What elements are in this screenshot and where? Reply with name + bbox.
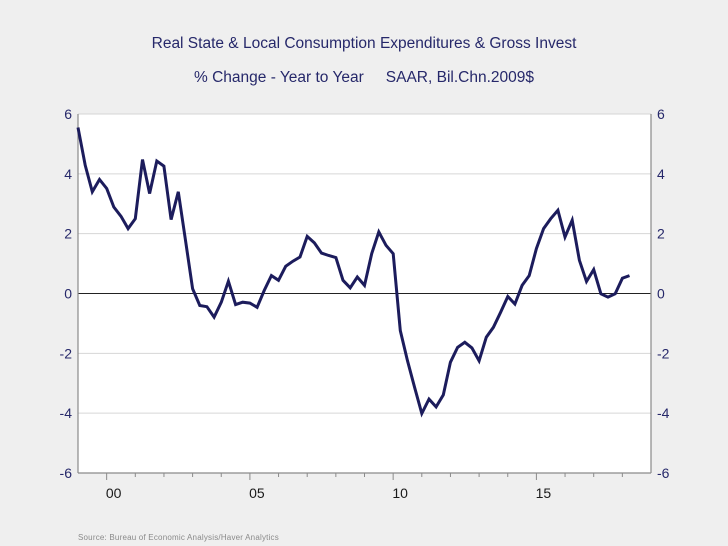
x-tick-label: 15: [536, 485, 552, 501]
y-tick-label-left: 4: [64, 166, 72, 182]
y-tick-label-left: 6: [64, 106, 72, 122]
y-tick-label-right: -4: [657, 405, 670, 421]
y-tick-label-left: 0: [64, 286, 72, 302]
y-tick-label-right: -2: [657, 345, 670, 361]
y-tick-label-right: 2: [657, 226, 665, 242]
series-line: [76, 127, 631, 418]
y-tick-label-left: -6: [60, 465, 73, 481]
source-note: Source: Bureau of Economic Analysis/Have…: [78, 533, 279, 542]
x-axis-ticks: [106, 473, 623, 480]
y-tick-label-right: -6: [657, 465, 670, 481]
y-tick-label-right: 4: [657, 166, 665, 182]
y-tick-label-right: 0: [657, 286, 665, 302]
y-tick-label-left: 2: [64, 226, 72, 242]
x-tick-label: 10: [392, 485, 408, 501]
x-tick-label: 00: [106, 485, 122, 501]
chart-title: Real State & Local Consumption Expenditu…: [151, 35, 577, 52]
chart-subtitle: % Change - Year to Year SAAR, Bil.Chn.200…: [0, 69, 728, 87]
gridlines: [78, 113, 651, 414]
y-tick-label-right: 6: [657, 106, 665, 122]
subtitle-measure: SAAR, Bil.Chn.2009$: [385, 69, 534, 86]
y-tick-label-left: -2: [60, 345, 73, 361]
y-tick-label-left: -4: [60, 405, 73, 421]
y-axis-right-labels: -6 -4 -2 0 2 4 6: [657, 106, 670, 481]
x-axis-labels: 00 05 10 15: [106, 485, 552, 501]
y-axis-left-labels: -6 -4 -2 0 2 4 6: [60, 106, 73, 481]
subtitle-units: % Change - Year to Year: [194, 69, 364, 86]
x-tick-label: 05: [249, 485, 265, 501]
series-group: [76, 127, 631, 418]
